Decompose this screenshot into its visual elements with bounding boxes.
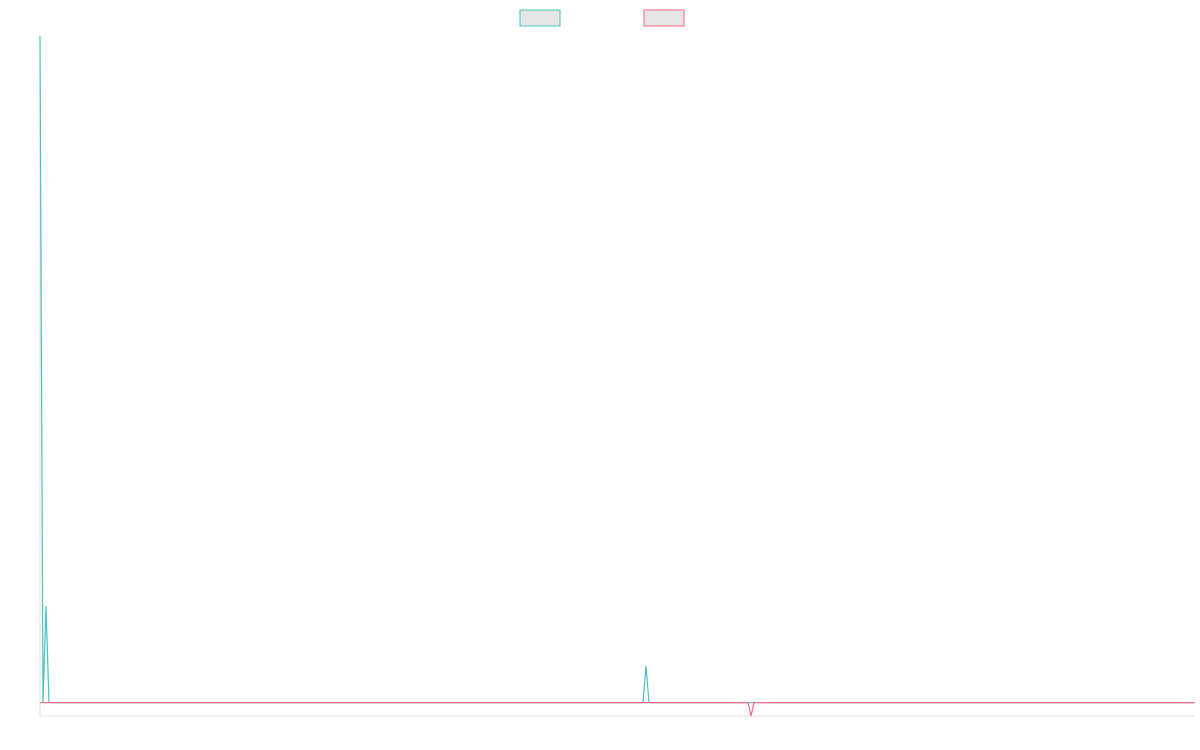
series-line [40,702,1195,717]
legend-swatch[interactable] [643,9,685,27]
series-line [39,35,1195,704]
legend-swatch[interactable] [519,9,561,27]
